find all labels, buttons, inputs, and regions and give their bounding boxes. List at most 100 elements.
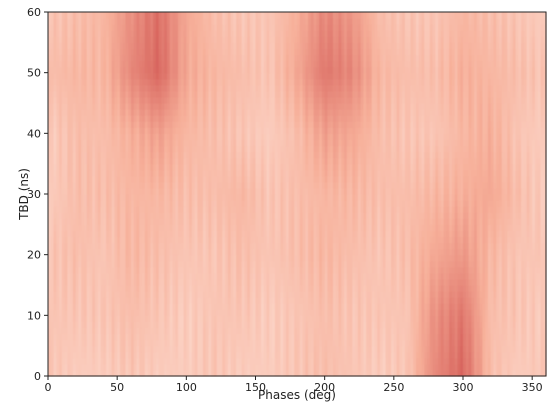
- heatmap-cell: [147, 236, 151, 244]
- heatmap-cell: [515, 230, 519, 238]
- heatmap-cell: [529, 242, 533, 250]
- heatmap-cell: [357, 260, 362, 268]
- heatmap-cell: [454, 303, 459, 310]
- heatmap-cell: [183, 291, 187, 298]
- heatmap-cell: [61, 230, 66, 238]
- heatmap-cell: [327, 212, 331, 219]
- heatmap-cell: [463, 363, 467, 371]
- heatmap-cell: [219, 309, 223, 316]
- heatmap-cell: [485, 260, 489, 268]
- heatmap-cell: [368, 321, 373, 329]
- heatmap-cell: [166, 242, 171, 250]
- heatmap-cell: [485, 285, 489, 292]
- heatmap-cell: [504, 357, 508, 365]
- heatmap-cell: [335, 369, 340, 377]
- heatmap-cell: [360, 291, 364, 298]
- heatmap-cell: [518, 297, 522, 304]
- heatmap-cell: [158, 206, 163, 213]
- heatmap-cell: [415, 242, 420, 250]
- heatmap-cell: [344, 212, 348, 219]
- heatmap-cell: [504, 351, 508, 359]
- heatmap-cell: [238, 218, 243, 225]
- heatmap-cell: [142, 248, 146, 256]
- heatmap-cell: [103, 206, 107, 213]
- heatmap-cell: [164, 285, 168, 292]
- heatmap-cell: [440, 236, 445, 244]
- heatmap-cell: [413, 248, 417, 256]
- heatmap-cell: [421, 266, 425, 274]
- heatmap-cell: [316, 212, 320, 219]
- heatmap-cell: [449, 266, 453, 274]
- heatmap-cell: [471, 272, 475, 280]
- heatmap-cell: [308, 285, 312, 292]
- heatmap-cell: [119, 345, 124, 353]
- heatmap-cell: [285, 357, 290, 365]
- heatmap-cell: [263, 291, 268, 298]
- heatmap-cell: [324, 369, 329, 377]
- heatmap-cell: [222, 321, 226, 329]
- heatmap-cell: [81, 327, 85, 335]
- heatmap-cell: [158, 309, 163, 316]
- heatmap-cell: [523, 236, 528, 244]
- heatmap-cell: [327, 339, 331, 347]
- heatmap-cell: [310, 266, 315, 274]
- heatmap-cell: [249, 260, 254, 268]
- heatmap-cell: [202, 254, 207, 262]
- heatmap-cell: [396, 315, 400, 322]
- heatmap-cell: [78, 254, 82, 262]
- heatmap-cell: [50, 278, 55, 286]
- heatmap-cell: [83, 285, 88, 292]
- heatmap-cell: [438, 339, 442, 347]
- heatmap-cell: [299, 254, 304, 262]
- heatmap-cell: [194, 285, 198, 292]
- heatmap-cell: [297, 315, 301, 322]
- heatmap-cell: [374, 315, 378, 322]
- heatmap-cell: [512, 339, 517, 347]
- heatmap-cell: [175, 278, 179, 286]
- heatmap-cell: [258, 248, 262, 256]
- heatmap-cell: [56, 333, 60, 341]
- heatmap-cell: [122, 212, 127, 219]
- heatmap-cell: [125, 309, 129, 316]
- heatmap-cell: [474, 291, 478, 298]
- heatmap-cell: [285, 315, 290, 322]
- heatmap-cell: [136, 236, 140, 244]
- heatmap-cell: [277, 236, 281, 244]
- heatmap-cell: [249, 369, 254, 377]
- heatmap-cell: [410, 321, 414, 329]
- heatmap-cell: [280, 357, 284, 365]
- heatmap-cell: [230, 333, 234, 341]
- heatmap-cell: [368, 254, 373, 262]
- heatmap-cell: [59, 242, 63, 250]
- heatmap-cell: [429, 357, 434, 365]
- heatmap-cell: [244, 260, 248, 268]
- heatmap-cell: [319, 254, 323, 262]
- heatmap-cell: [114, 369, 118, 377]
- heatmap-cell: [368, 272, 373, 280]
- heatmap-cell: [64, 212, 68, 219]
- heatmap-cell: [64, 369, 68, 377]
- heatmap-cell: [474, 339, 478, 347]
- heatmap-cell: [454, 351, 459, 359]
- heatmap-cell: [53, 327, 57, 335]
- heatmap-cell: [136, 363, 140, 371]
- heatmap-cell: [534, 333, 539, 341]
- heatmap-cell: [440, 363, 445, 371]
- heatmap-cell: [418, 363, 423, 371]
- heatmap-cell: [454, 212, 459, 219]
- heatmap-cell: [61, 260, 66, 268]
- heatmap-cell: [324, 333, 329, 341]
- heatmap-cell: [523, 315, 528, 322]
- heatmap-cell: [308, 266, 312, 274]
- heatmap-cell: [385, 297, 389, 304]
- heatmap-cell: [186, 363, 190, 371]
- heatmap-cell: [277, 291, 281, 298]
- heatmap-cell: [449, 339, 453, 347]
- heatmap-cell: [191, 291, 196, 298]
- heatmap-cell: [95, 278, 99, 286]
- heatmap-cell: [197, 206, 201, 213]
- heatmap-cell: [75, 272, 80, 280]
- heatmap-cell: [136, 345, 140, 353]
- heatmap-cell: [324, 291, 329, 298]
- heatmap-cell: [291, 230, 295, 238]
